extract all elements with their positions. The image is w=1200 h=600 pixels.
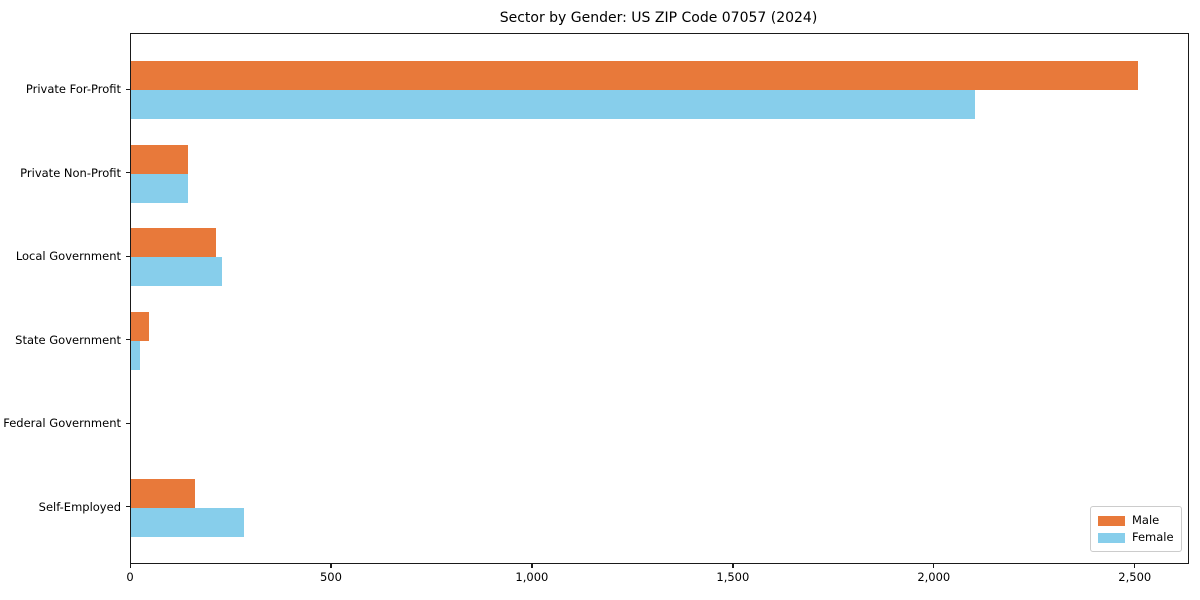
y-tick-label: Private For-Profit xyxy=(25,82,121,96)
legend-label-male: Male xyxy=(1132,513,1160,527)
chart-title: Sector by Gender: US ZIP Code 07057 (202… xyxy=(499,10,818,26)
bar-female xyxy=(131,90,975,119)
y-tick-label: Self-Employed xyxy=(38,499,121,514)
bar-female xyxy=(131,340,141,370)
legend-item-male: Male xyxy=(1098,512,1174,529)
bar-male xyxy=(131,478,196,508)
y-tick-mark xyxy=(126,339,130,341)
male-series-swatch xyxy=(1098,515,1125,526)
y-tick-label: Federal Government xyxy=(3,416,121,430)
bar-female xyxy=(131,507,245,537)
y-tick-label: Local Government xyxy=(15,249,121,263)
y-tick-mark xyxy=(126,422,130,424)
x-tick-label: 2,500 xyxy=(1118,570,1152,584)
y-tick-mark xyxy=(126,255,130,257)
x-tick-mark xyxy=(330,564,332,568)
y-tick-label: Private Non-Profit xyxy=(20,165,121,180)
x-tick-label: 0 xyxy=(126,570,134,584)
x-tick-label: 500 xyxy=(319,570,342,584)
legend: Male Female xyxy=(1090,506,1182,552)
bar-female xyxy=(131,173,189,203)
x-tick-label: 1,500 xyxy=(716,570,750,584)
x-tick-mark xyxy=(129,564,131,568)
female-series-swatch xyxy=(1098,532,1125,543)
bar-male xyxy=(131,144,189,174)
x-tick-label: 2,000 xyxy=(917,570,951,584)
x-tick-mark xyxy=(732,564,734,568)
x-tick-mark xyxy=(1134,564,1136,568)
legend-item-female: Female xyxy=(1098,529,1174,546)
bar-male xyxy=(131,61,1138,90)
y-tick-mark xyxy=(126,88,130,90)
bar-female xyxy=(131,257,222,286)
plot-area: Male Female xyxy=(130,33,1189,564)
x-tick-label: 1,000 xyxy=(515,570,549,584)
bar-male xyxy=(131,228,217,257)
y-tick-label: State Government xyxy=(15,332,121,347)
x-tick-mark xyxy=(531,564,533,568)
bar-male xyxy=(131,311,149,341)
y-tick-mark xyxy=(126,506,130,508)
legend-label-female: Female xyxy=(1132,530,1174,544)
y-tick-mark xyxy=(126,172,130,174)
x-tick-mark xyxy=(933,564,935,568)
